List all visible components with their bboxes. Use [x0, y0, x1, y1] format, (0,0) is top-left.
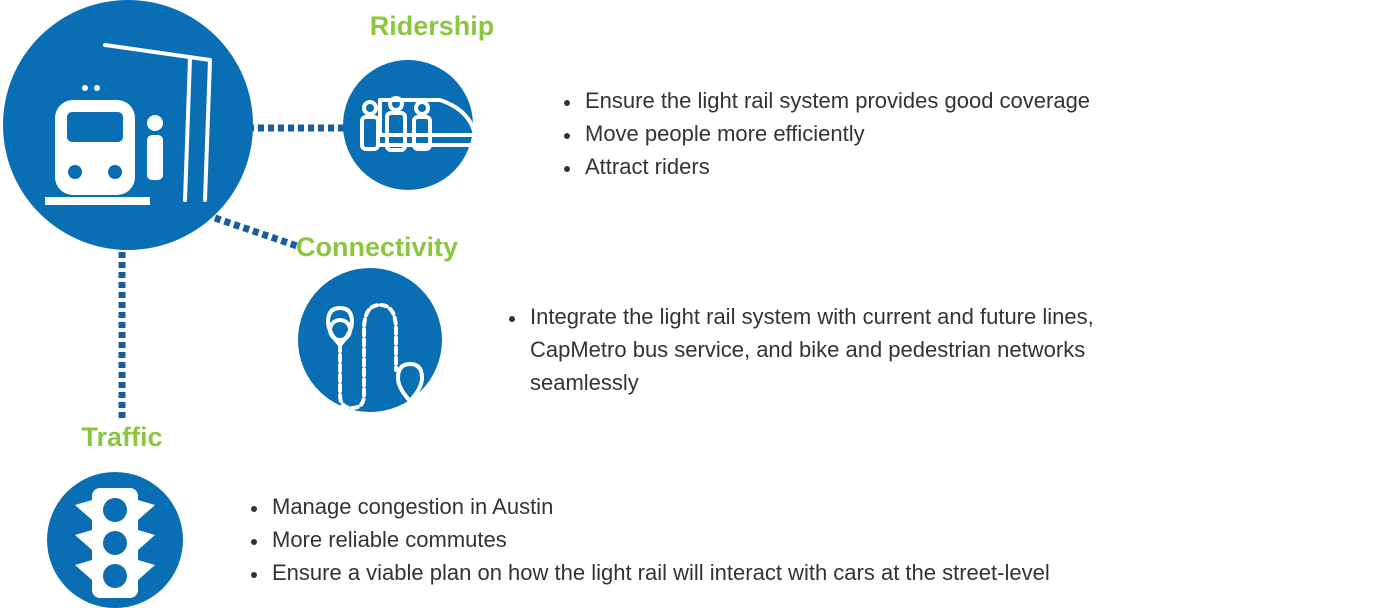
connector [213, 214, 302, 251]
section-title: Traffic [81, 422, 162, 452]
bullet-dot [509, 316, 515, 322]
bullet-dot [251, 539, 257, 545]
bullet-dot [564, 133, 570, 139]
bullet-text: More reliable commutes [272, 527, 507, 552]
bullet-text: Integrate the light rail system with cur… [530, 304, 1094, 329]
ridership-icon [343, 60, 477, 190]
bullet-dot [251, 506, 257, 512]
bullet-text: Attract riders [585, 154, 710, 179]
bullet-text: Move people more efficiently [585, 121, 865, 146]
bullet-text: Ensure a viable plan on how the light ra… [272, 560, 1050, 585]
bullet-dot [251, 572, 257, 578]
connectivity-icon [298, 268, 442, 412]
section-title: Connectivity [296, 232, 458, 262]
bullet-text: seamlessly [530, 370, 639, 395]
bullet-text: CapMetro bus service, and bike and pedes… [530, 337, 1085, 362]
bullet-text: Manage congestion in Austin [272, 494, 553, 519]
bullet-text: Ensure the light rail system provides go… [585, 88, 1090, 113]
bullet-dot [564, 100, 570, 106]
bullet-dot [564, 166, 570, 172]
traffic-icon [47, 472, 183, 608]
section-title: Ridership [370, 11, 495, 41]
main-icon [3, 0, 253, 250]
